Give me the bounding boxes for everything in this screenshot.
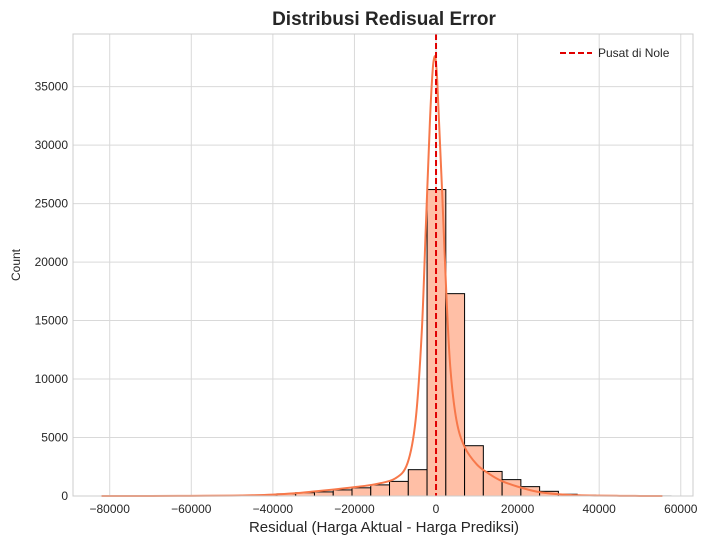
grid-lines [73, 34, 693, 497]
legend: Pusat di Nole [560, 46, 670, 60]
x-tick-label-2: −40000 [253, 502, 294, 516]
x-tick-label-3: −20000 [334, 502, 375, 516]
plot-border [72, 33, 694, 497]
x-tick-label-7: 60000 [664, 502, 698, 516]
y-tick-label-7: 35000 [35, 80, 69, 94]
y-tick-label-2: 10000 [35, 372, 69, 386]
chart-title: Distribusi Redisual Error [272, 9, 496, 30]
y-tick-label-5: 25000 [35, 197, 69, 211]
histogram-bars [107, 189, 672, 497]
x-tick-label-0: −80000 [90, 502, 131, 516]
y-tick-label-6: 30000 [35, 138, 69, 152]
histogram-bar-14 [370, 484, 391, 497]
x-tick-label-5: 20000 [501, 502, 535, 516]
y-axis-label: Count [9, 248, 23, 281]
histogram-bar-13 [351, 487, 372, 497]
x-tick-labels: −80000 −60000 −40000 −20000 0 20000 40000 60000 [90, 502, 698, 516]
y-tick-label-3: 15000 [35, 314, 69, 328]
plot-frame [72, 33, 694, 497]
histogram-bar-12 [332, 489, 353, 497]
y-tick-label-4: 20000 [35, 255, 69, 269]
x-tick-label-4: 0 [433, 502, 440, 516]
x-tick-label-1: −60000 [171, 502, 212, 516]
x-tick-label-6: 40000 [582, 502, 616, 516]
histogram-bar-16 [407, 469, 428, 497]
histogram-bar-11 [313, 491, 334, 497]
y-tick-label-0: 0 [61, 489, 68, 503]
legend-label-reference-line: Pusat di Nole [598, 46, 670, 60]
y-tick-labels: 0 5000 10000 15000 20000 25000 30000 35000 [35, 80, 69, 503]
kde-curve [101, 55, 663, 497]
y-tick-label-1: 5000 [41, 431, 68, 445]
histogram-bar-15 [389, 480, 409, 497]
kde-curve-group [101, 55, 663, 497]
x-axis-label: Residual (Harga Aktual - Harga Prediksi) [249, 519, 519, 536]
